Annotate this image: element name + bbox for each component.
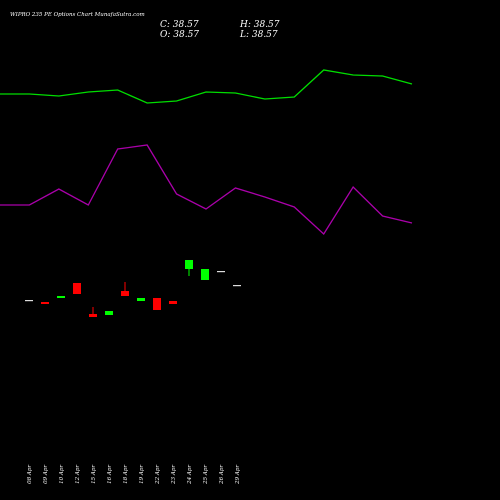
x-tick-label: 25 Apr [203,465,209,485]
x-tick-label: 18 Apr [123,465,129,484]
candle-body [57,296,65,298]
candle-body [153,298,161,310]
x-tick-label: 24 Apr [187,465,193,485]
candle-body [137,298,145,301]
candle-body [41,302,49,304]
ohlc-high: H: 38.57 [239,20,280,30]
x-tick-label: 26 Apr [219,465,225,485]
x-tick-label: 23 Apr [171,465,177,485]
candle-body [73,283,81,294]
candle-body [105,311,113,315]
candle-body [121,291,129,296]
candle-body [233,285,241,287]
candle-body [185,260,193,269]
candle-body [217,271,225,273]
x-tick-label: 12 Apr [75,465,81,484]
x-tick-label: 19 Apr [139,465,145,484]
candle-body [201,269,209,280]
x-tick-label: 22 Apr [155,465,161,485]
candle-body [25,300,33,302]
indicator-line [0,69,413,104]
chart-title: WIPRO 235 PE Options Chart MunafaSutra.c… [10,12,145,18]
candle-body [169,301,177,304]
x-tick-label: 09 Apr [43,465,49,484]
ohlc-low: L: 38.57 [239,30,278,40]
x-tick-label: 29 Apr [235,465,241,485]
x-tick-label: 08 Apr [27,465,33,484]
x-tick-label: 10 Apr [59,465,65,484]
ohlc-open: O: 38.57 [160,30,199,40]
ohlc-close: C: 38.57 [160,20,199,30]
x-tick-label: 16 Apr [107,465,113,484]
candle-body [89,314,97,317]
x-tick-label: 15 Apr [91,465,97,484]
indicator-line [0,144,413,236]
